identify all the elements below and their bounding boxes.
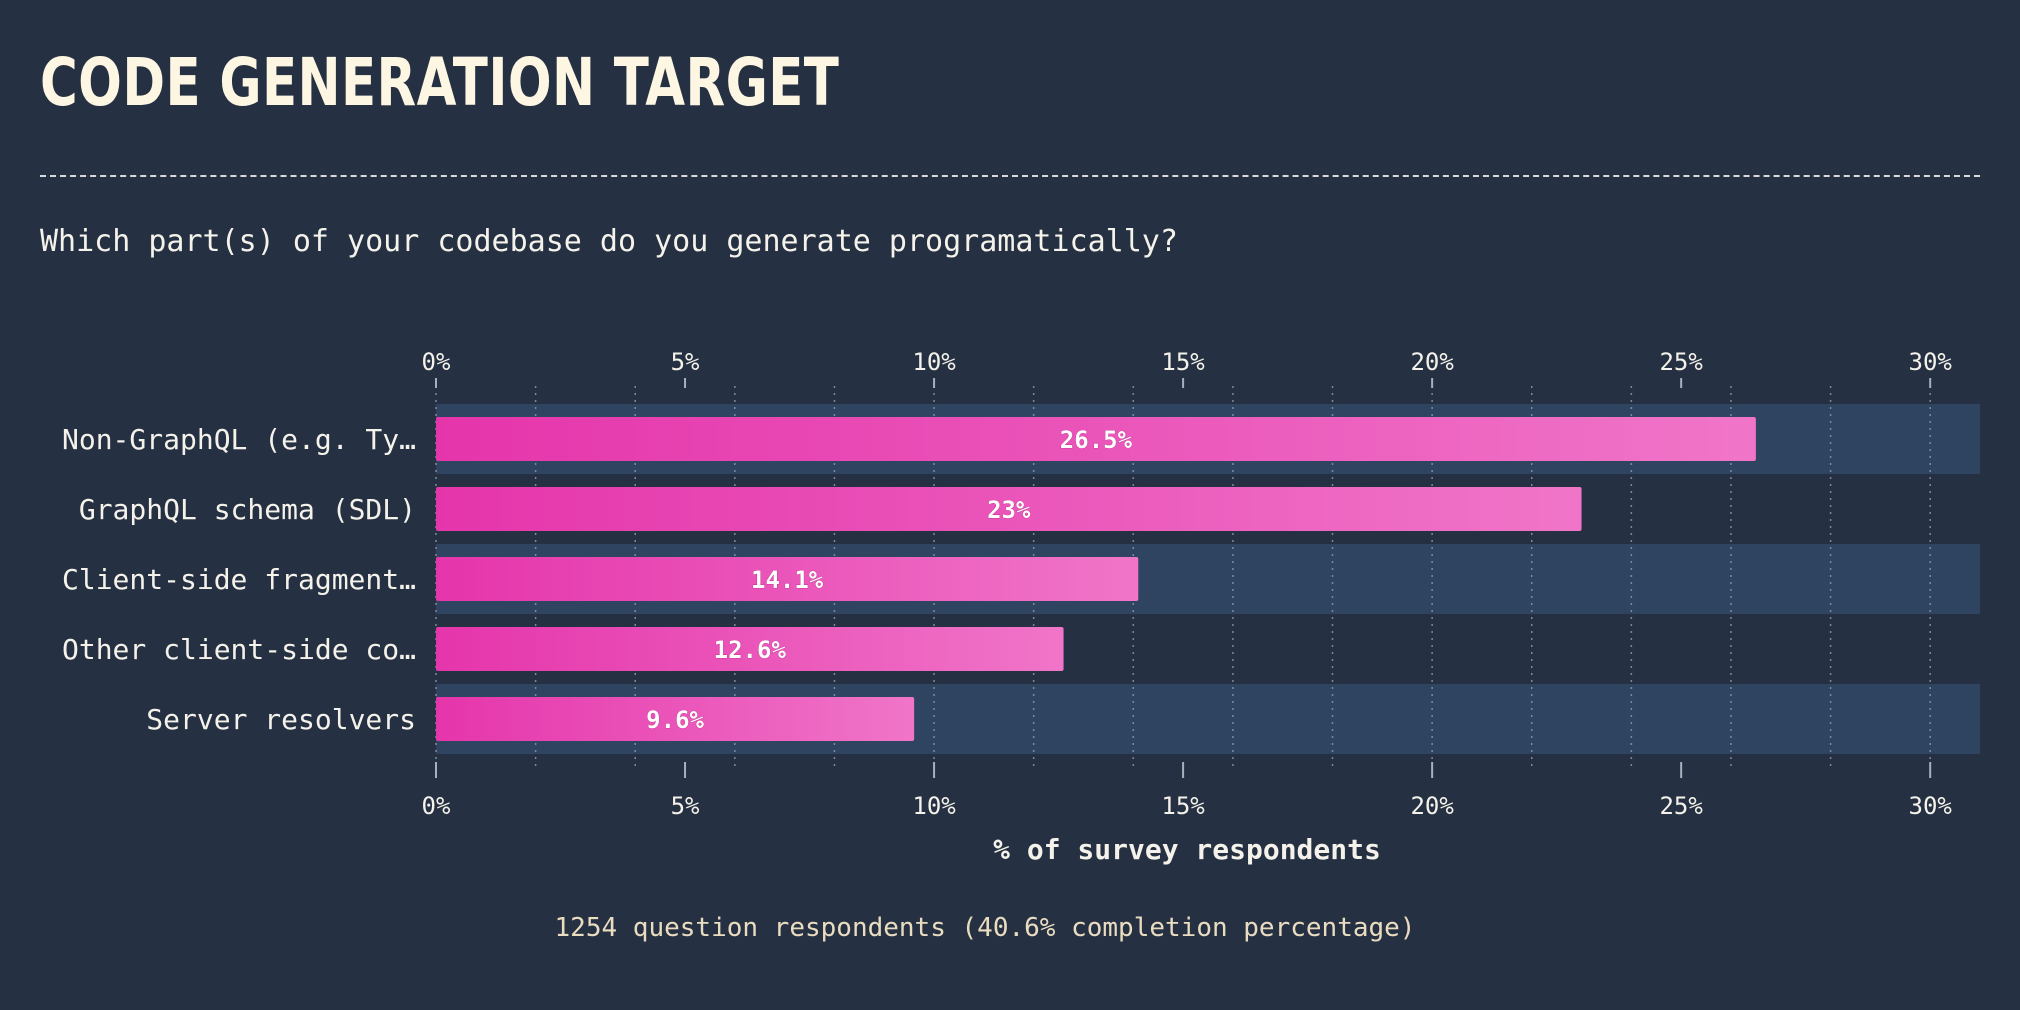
bars: [436, 417, 1756, 741]
x-tick-label-bottom: 25%: [1659, 792, 1703, 820]
x-tick-label-bottom: 0%: [422, 792, 451, 820]
x-tick-label-top: 30%: [1909, 348, 1953, 376]
category-label: Other client-side co…: [62, 633, 416, 666]
value-label: 14.1%: [751, 566, 824, 594]
x-axis-bottom: 0% 5% 10% 15% 20% 25% 30%: [422, 762, 1953, 820]
value-label: 9.6%: [646, 706, 704, 734]
value-label: 12.6%: [714, 636, 787, 664]
respondents-note: 1254 question respondents (40.6% complet…: [554, 913, 1416, 943]
category-label: Non-GraphQL (e.g. Ty…: [62, 423, 416, 456]
category-labels: Non-GraphQL (e.g. Ty… GraphQL schema (SDL…: [62, 423, 416, 736]
x-tick-label-top: 20%: [1410, 348, 1454, 376]
x-axis-title: % of survey respondents: [993, 833, 1381, 866]
category-label: Server resolvers: [146, 703, 416, 736]
page-title: CODE GENERATION TARGET: [40, 44, 840, 121]
value-label: 23%: [987, 496, 1031, 524]
x-tick-label-top: 0%: [422, 348, 451, 376]
value-labels: 26.5% 23% 14.1% 12.6% 9.6%: [646, 426, 1133, 735]
bar[interactable]: [436, 697, 915, 741]
x-tick-label-top: 10%: [912, 348, 956, 376]
x-tick-label-bottom: 5%: [671, 792, 700, 820]
x-tick-label-top: 5%: [671, 348, 700, 376]
bar[interactable]: [436, 557, 1139, 601]
chart-question: Which part(s) of your codebase do you ge…: [40, 224, 1178, 259]
bar[interactable]: [436, 627, 1064, 671]
x-tick-label-bottom: 15%: [1161, 792, 1205, 820]
bar[interactable]: [436, 487, 1582, 531]
category-label: GraphQL schema (SDL): [79, 493, 416, 526]
x-tick-label-bottom: 30%: [1909, 792, 1953, 820]
bar[interactable]: [436, 417, 1756, 461]
x-tick-label-bottom: 10%: [912, 792, 956, 820]
x-axis-top: 0% 5% 10% 15% 20% 25% 30%: [422, 348, 1953, 388]
x-tick-label-top: 15%: [1161, 348, 1205, 376]
title-divider: [40, 175, 1980, 177]
x-tick-label-bottom: 20%: [1410, 792, 1454, 820]
x-tick-label-top: 25%: [1659, 348, 1703, 376]
category-label: Client-side fragment…: [62, 563, 416, 596]
value-label: 26.5%: [1060, 426, 1133, 454]
